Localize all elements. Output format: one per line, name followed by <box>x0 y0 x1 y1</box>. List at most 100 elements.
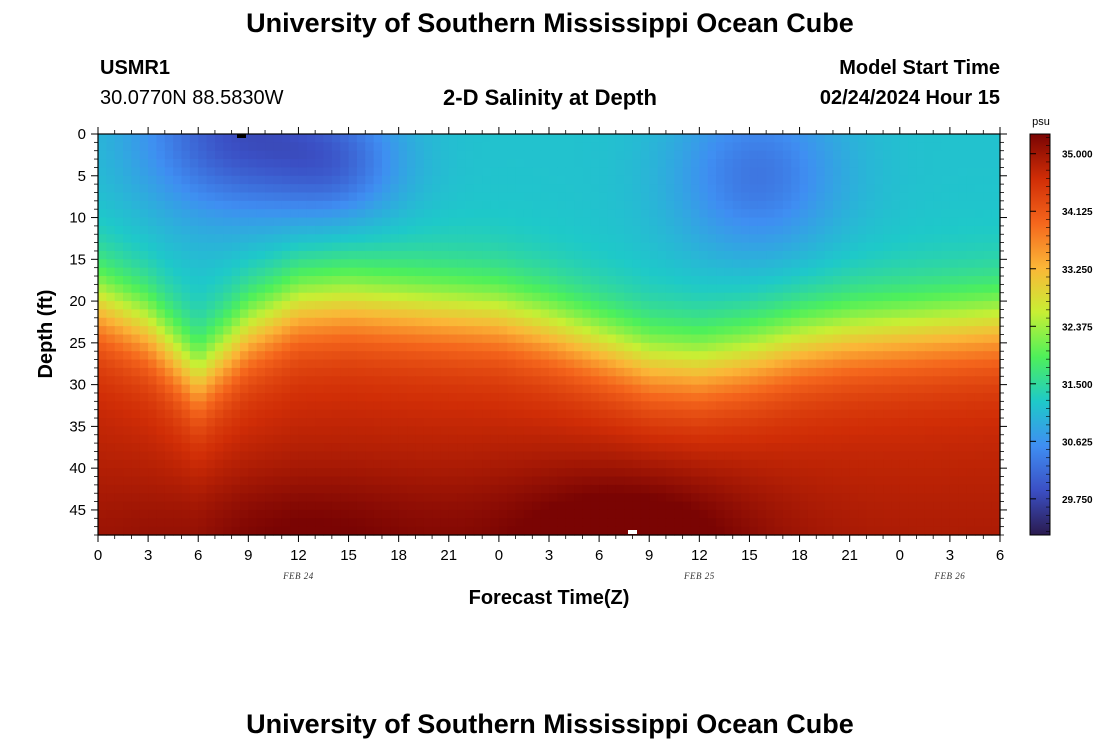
heatmap-cell <box>381 134 391 143</box>
heatmap-cell <box>624 409 634 419</box>
heatmap-cell <box>983 459 993 469</box>
heatmap-cell <box>841 384 851 394</box>
heatmap-cell <box>315 459 325 469</box>
heatmap-cell <box>866 351 876 361</box>
heatmap-cell <box>741 426 751 436</box>
heatmap-cell <box>874 351 884 361</box>
heatmap-cell <box>858 150 867 160</box>
heatmap-cell <box>590 367 600 377</box>
heatmap-cell <box>323 476 333 486</box>
heatmap-cell <box>423 376 433 386</box>
heatmap-cell <box>373 326 383 336</box>
heatmap-cell <box>699 175 709 185</box>
heatmap-cell <box>983 376 993 386</box>
heatmap-cell <box>323 384 333 394</box>
heatmap-cell <box>98 200 107 210</box>
heatmap-cell <box>958 367 968 377</box>
heatmap-cell <box>473 301 483 311</box>
heatmap-cell <box>281 175 291 185</box>
heatmap-cell <box>716 225 725 235</box>
heatmap-cell <box>665 267 675 277</box>
heatmap-cell <box>198 359 208 369</box>
heatmap-cell <box>941 392 951 402</box>
heatmap-cell <box>749 476 759 486</box>
heatmap-cell <box>381 418 391 427</box>
heatmap-cell <box>807 217 817 227</box>
heatmap-cell <box>615 225 625 235</box>
heatmap-cell <box>657 451 667 461</box>
heatmap-cell <box>415 276 425 285</box>
heatmap-cell <box>498 426 508 436</box>
heatmap-cell <box>883 401 893 411</box>
heatmap-cell <box>766 367 776 377</box>
heatmap-cell <box>123 259 133 269</box>
heatmap-cell <box>148 326 158 336</box>
heatmap-cell <box>273 342 283 352</box>
heatmap-cell <box>791 159 801 169</box>
heatmap-cell <box>348 242 358 252</box>
heatmap-cell <box>665 134 675 143</box>
heatmap-cell <box>465 259 475 269</box>
heatmap-cell <box>523 150 533 160</box>
heatmap-cell <box>774 401 784 411</box>
heatmap-cell <box>732 175 742 185</box>
heatmap-cell <box>941 284 951 294</box>
heatmap-cell <box>123 276 133 285</box>
heatmap-cell <box>958 192 968 202</box>
heatmap-cell <box>114 459 124 469</box>
heatmap-cell <box>565 259 575 269</box>
heatmap-cell <box>966 175 976 185</box>
heatmap-cell <box>265 326 274 336</box>
heatmap-cell <box>883 376 893 386</box>
heatmap-cell <box>331 284 341 294</box>
heatmap-cell <box>891 134 901 143</box>
heatmap-cell <box>949 326 959 336</box>
heatmap-cell <box>682 209 692 219</box>
heatmap-cell <box>457 426 467 436</box>
heatmap-cell <box>231 267 241 277</box>
heatmap-cell <box>306 376 316 386</box>
heatmap-cell <box>465 409 475 419</box>
heatmap-cell <box>323 392 333 402</box>
heatmap-cell <box>148 384 158 394</box>
heatmap-cell <box>933 426 943 436</box>
heatmap-cell <box>699 267 709 277</box>
heatmap-cell <box>924 292 934 302</box>
heatmap-cell <box>223 426 233 436</box>
heatmap-cell <box>131 459 141 469</box>
heatmap-cell <box>423 451 433 461</box>
heatmap-cell <box>991 376 1001 386</box>
heatmap-cell <box>223 443 233 453</box>
heatmap-cell <box>707 250 717 260</box>
heatmap-cell <box>323 359 333 369</box>
heatmap-cell <box>106 401 116 411</box>
heatmap-cell <box>590 142 600 152</box>
heatmap-cell <box>724 192 734 202</box>
heatmap-cell <box>273 209 283 219</box>
heatmap-cell <box>841 451 851 461</box>
heatmap-cell <box>766 443 776 453</box>
heatmap-cell <box>690 484 700 494</box>
heatmap-cell <box>791 326 801 336</box>
heatmap-cell <box>290 476 300 486</box>
heatmap-cell <box>657 284 667 294</box>
heatmap-cell <box>582 159 592 169</box>
heatmap-cell <box>373 384 383 394</box>
heatmap-cell <box>114 292 124 302</box>
heatmap-cell <box>273 301 283 311</box>
heatmap-cell <box>908 459 918 469</box>
heatmap-cell <box>106 150 116 160</box>
heatmap-cell <box>991 334 1001 344</box>
heatmap-cell <box>933 334 943 344</box>
heatmap-cell <box>832 493 842 503</box>
heatmap-cell <box>958 384 968 394</box>
heatmap-cell <box>198 367 208 377</box>
heatmap-cell <box>674 250 684 260</box>
heatmap-cell <box>966 367 976 377</box>
heatmap-cell <box>924 443 934 453</box>
heatmap-cell <box>699 459 709 469</box>
heatmap-cell <box>749 217 759 227</box>
heatmap-cell <box>724 451 734 461</box>
heatmap-cell <box>983 184 993 194</box>
heatmap-cell <box>106 175 116 185</box>
